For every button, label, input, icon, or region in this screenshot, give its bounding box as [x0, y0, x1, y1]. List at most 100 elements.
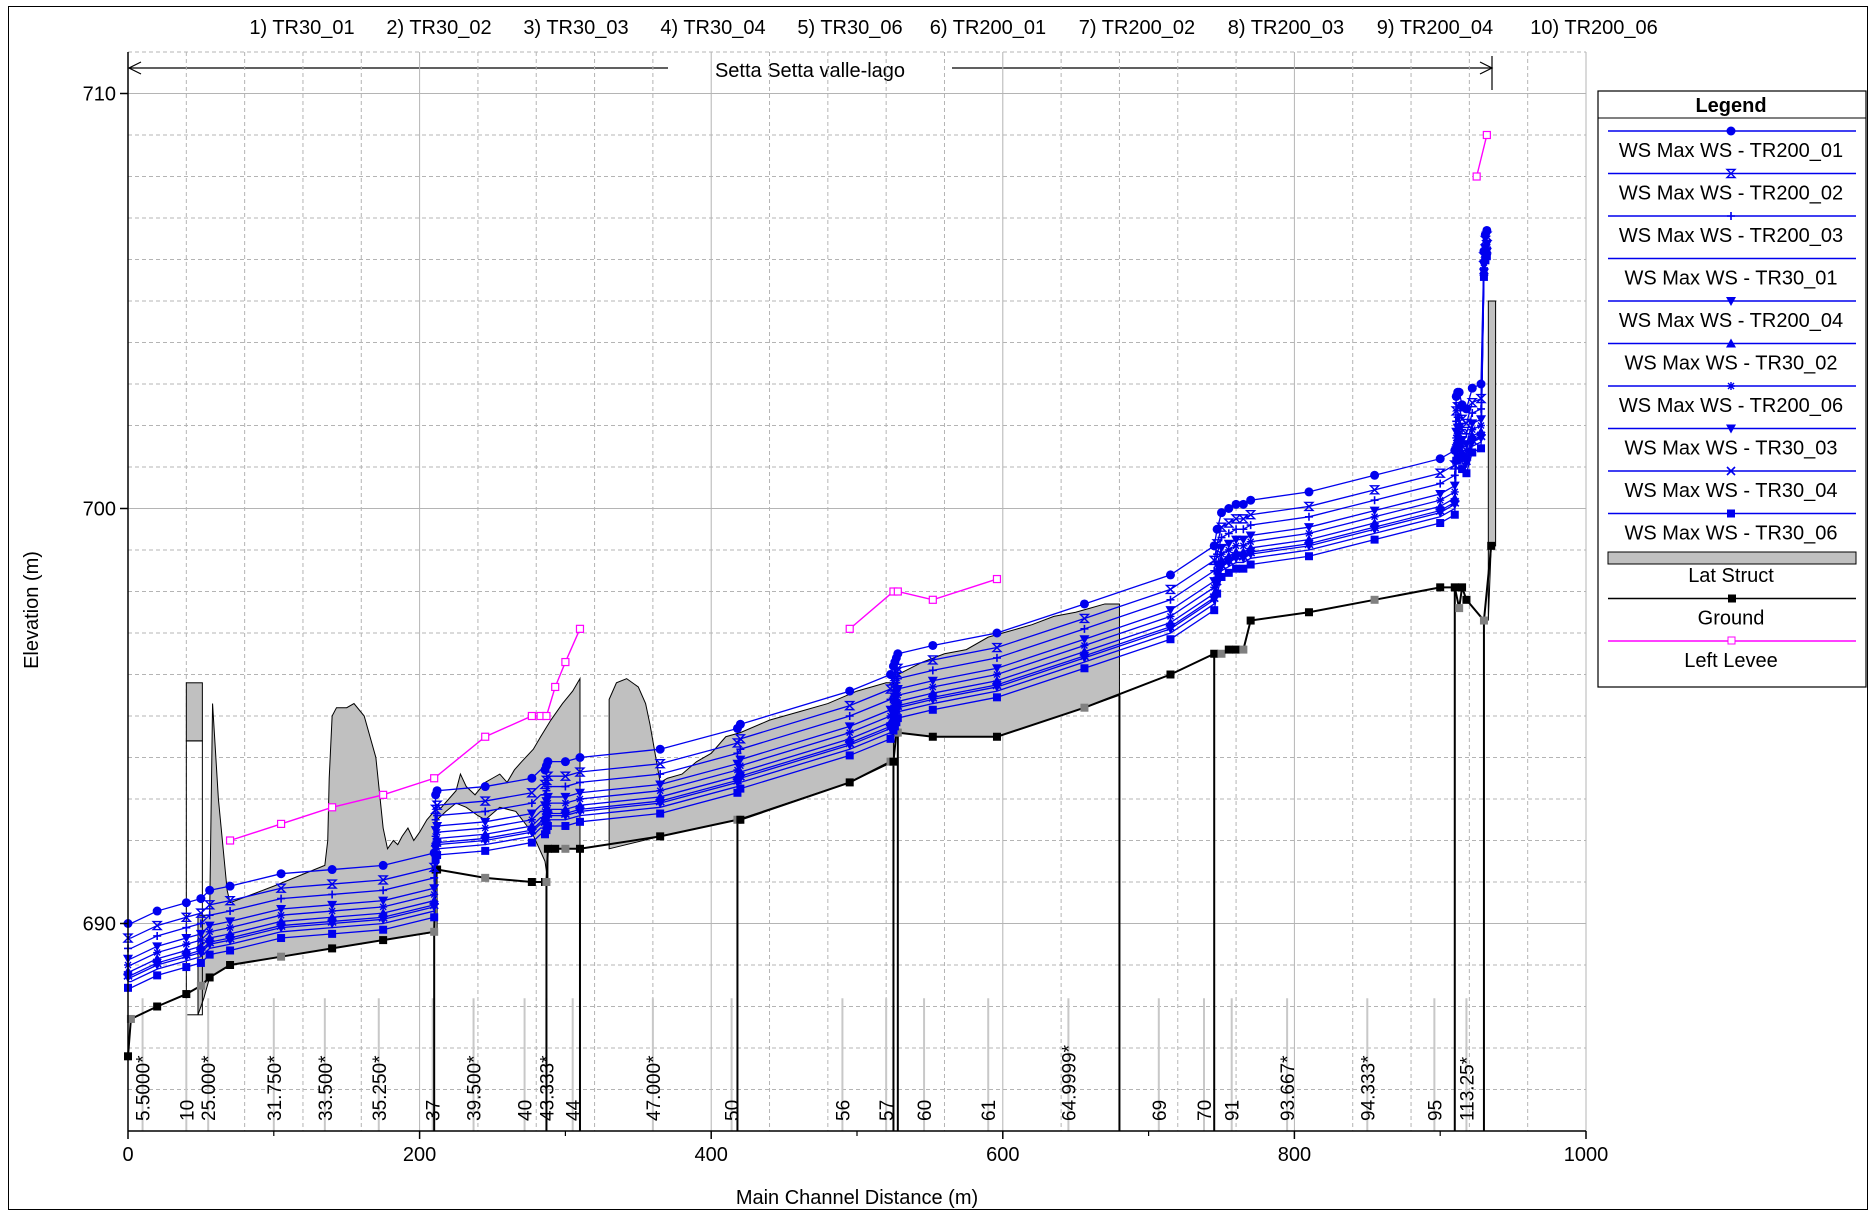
ws-point	[1455, 429, 1464, 438]
ws-point	[575, 753, 585, 762]
ws-point	[1458, 465, 1467, 474]
ws-point	[654, 759, 666, 769]
ground-point	[1370, 595, 1379, 604]
ws-point	[543, 757, 553, 767]
ws-point	[276, 869, 286, 879]
ws-point	[560, 808, 570, 819]
ground-point	[736, 815, 745, 824]
ws-point	[527, 838, 536, 847]
ws-point	[1224, 529, 1233, 538]
ws-point	[1246, 521, 1255, 530]
ground-point	[527, 878, 536, 886]
ground-point	[1479, 616, 1488, 625]
ws-point	[1237, 514, 1250, 524]
ws-point	[1079, 599, 1089, 609]
ws-point	[1244, 510, 1257, 520]
legend-label: Lat Struct	[1688, 565, 1774, 587]
ws-point	[1239, 525, 1248, 534]
ws-point	[1217, 508, 1226, 518]
ws-point	[845, 686, 855, 696]
ws-point	[195, 908, 207, 918]
y-axis-label: Elevation (m)	[21, 551, 43, 669]
ws-point	[1238, 551, 1248, 561]
levee-point	[893, 587, 902, 596]
legend-label: WS Max WS - TR30_04	[1624, 480, 1837, 502]
ws-point	[1078, 613, 1091, 624]
ws-point	[559, 771, 572, 781]
ws-point	[992, 670, 1001, 679]
legend-entry: WS Max WS - TR200_02	[1608, 168, 1856, 205]
ws-point	[275, 883, 287, 893]
plan-label: 5) TR30_06	[797, 17, 902, 39]
ws-point	[1727, 212, 1735, 220]
chart-frame	[8, 6, 1868, 1210]
ws-point	[1166, 635, 1175, 644]
ws-point	[1165, 622, 1176, 632]
ws-point	[892, 718, 901, 727]
legend-title: Legend	[1695, 95, 1766, 117]
ws-point	[1231, 499, 1241, 509]
ws-point	[1304, 529, 1313, 538]
ws-point	[733, 788, 742, 797]
ws-point	[181, 934, 192, 944]
ws-point	[889, 726, 898, 735]
ground-point	[1246, 616, 1255, 625]
axes: 0 200 400 600 800 1000 690 700 710	[83, 52, 1608, 1166]
ws-point	[1454, 387, 1464, 397]
ws-point	[225, 881, 235, 891]
ws-point	[1223, 539, 1234, 549]
ws-point	[433, 811, 442, 820]
ws-point	[1467, 435, 1477, 445]
ws-point	[655, 780, 666, 790]
plan-label: 10) TR200_06	[1530, 17, 1658, 39]
ws-point	[195, 929, 206, 939]
ws-point	[1455, 413, 1464, 422]
ws-point	[575, 778, 584, 787]
ws-point	[892, 663, 904, 673]
ws-point	[1726, 466, 1736, 476]
ws-point	[1462, 446, 1471, 455]
ws-point	[1481, 256, 1490, 265]
ws-point	[1726, 424, 1736, 434]
ws-point	[1467, 419, 1478, 429]
ws-point	[540, 830, 549, 839]
ground-point	[153, 1002, 162, 1011]
ws-point	[152, 961, 163, 970]
ws-point	[1165, 570, 1175, 580]
plan-label: 3) TR30_03	[523, 17, 628, 39]
ws-point	[1239, 541, 1248, 550]
ws-point	[886, 734, 895, 743]
legend-label: WS Max WS - TR200_01	[1619, 140, 1843, 162]
ws-point	[656, 786, 665, 795]
ws-point	[1232, 564, 1241, 573]
ws-point	[432, 821, 443, 831]
ws-point	[1436, 519, 1445, 528]
ws-point	[992, 653, 1001, 662]
ws-point	[655, 744, 665, 754]
levee-point	[561, 657, 570, 667]
ws-point	[432, 786, 442, 796]
ws-point	[203, 900, 216, 910]
ws-point	[196, 919, 205, 928]
legend-entry: WS Max WS - TR30_01	[1608, 257, 1856, 290]
ws-point	[527, 825, 537, 835]
ws-point	[1080, 641, 1089, 650]
ws-point	[736, 745, 745, 754]
ws-point	[734, 734, 747, 744]
station-label: 40	[516, 1100, 537, 1121]
legend-entry: WS Max WS - TR30_02	[1608, 338, 1856, 375]
ws-point	[430, 913, 439, 922]
ws-point	[196, 958, 205, 967]
ws-point	[204, 921, 215, 931]
ws-point	[1213, 589, 1222, 598]
ws-point	[1370, 522, 1380, 532]
ws-point	[928, 640, 938, 650]
ws-point	[1304, 552, 1313, 561]
ws-point	[927, 676, 938, 686]
ws-point	[377, 875, 389, 885]
levee-point	[379, 790, 388, 799]
ws-point	[481, 807, 490, 816]
ws-series	[124, 252, 1491, 992]
station-label: 25.000*	[199, 1055, 220, 1121]
ws-point	[152, 958, 162, 968]
